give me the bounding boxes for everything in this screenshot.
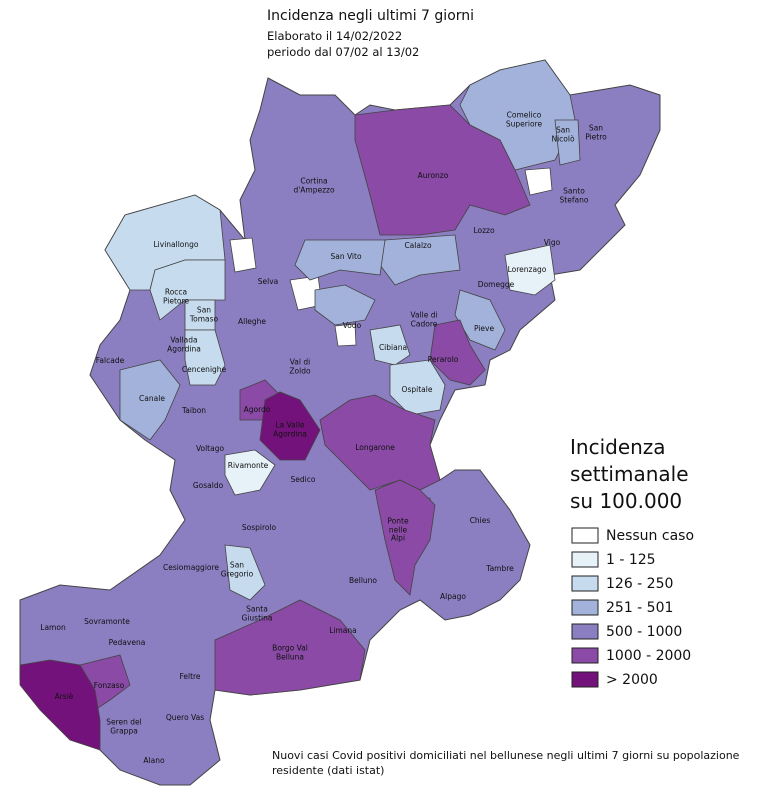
municipality-label: Rivamonte	[227, 460, 269, 470]
municipality-area	[354, 104, 531, 236]
municipality-area	[184, 329, 226, 386]
municipality-label: Voltago	[195, 443, 225, 453]
municipality-label: Cesiomaggiore	[162, 562, 220, 572]
municipality-label: Valle di Cadore	[410, 310, 438, 328]
period: periodo dal 07/02 al 13/02	[267, 45, 420, 59]
municipality-label: Gosaldo	[192, 480, 224, 490]
municipality-label: Sospirolo	[241, 522, 277, 532]
municipality-label: Vodo	[342, 320, 362, 330]
municipality-area	[119, 359, 181, 441]
legend-label: 1000 - 2000	[606, 648, 692, 664]
municipality-label: Santa Giustina	[241, 604, 273, 622]
municipality-label: Falcade	[95, 355, 125, 365]
municipality-label: Lamon	[40, 622, 66, 632]
municipality-label: Agordo	[243, 404, 271, 414]
municipality-label: Val di Zoldo	[289, 357, 311, 375]
municipality-label: Livinallongo	[153, 239, 199, 249]
municipality-label: Cibiana	[378, 342, 408, 352]
legend-swatch	[571, 647, 599, 664]
municipality-label: Quero Vas	[165, 712, 205, 722]
municipality-label: Alano	[143, 755, 165, 765]
municipality-area	[459, 59, 576, 171]
municipality-label: Tambre	[486, 563, 514, 573]
municipality-label: Arsiè	[54, 691, 74, 701]
municipality-label: Auronzo	[417, 170, 449, 180]
municipality-area	[369, 324, 411, 366]
municipality-area	[294, 239, 386, 281]
municipality-area	[504, 244, 556, 296]
municipality-area	[454, 289, 506, 351]
municipality-label: Canale	[139, 393, 165, 403]
municipality-label: Alpago	[440, 591, 466, 601]
title: Incidenza negli ultimi 7 giorni	[267, 8, 475, 24]
municipality-label: Borgo Val Belluna	[272, 643, 308, 661]
municipality-area	[224, 544, 266, 601]
municipality-label: Vigo	[543, 237, 561, 247]
legend-swatch	[571, 551, 599, 568]
municipality-label: San Gregorio	[220, 560, 254, 578]
municipality-label: Comelico Superiore	[505, 110, 543, 128]
no-case-area	[524, 167, 553, 196]
legend-label: 251 - 501	[606, 600, 674, 616]
legend-label: 126 - 250	[606, 576, 674, 592]
municipality-label: San Vito	[330, 251, 362, 261]
municipality-label: Chies	[469, 515, 491, 525]
municipality-label: Domegge	[477, 279, 515, 289]
municipality-label: Perarolo	[427, 354, 459, 364]
municipality-label: Pedavena	[108, 637, 146, 647]
legend-swatch	[571, 527, 599, 544]
legend-swatch	[571, 599, 599, 616]
date: Elaborato il 14/02/2022	[267, 29, 403, 43]
municipality-label: Pieve	[473, 323, 495, 333]
municipality-area	[554, 119, 581, 166]
legend-label: Nessun caso	[606, 528, 695, 544]
municipality-label: Limana	[329, 625, 357, 635]
municipality-area	[389, 359, 446, 416]
municipality-label: Ponte nelle Alpi	[387, 516, 409, 543]
municipality-area	[259, 391, 321, 461]
municipality-label: Fonzaso	[93, 680, 125, 690]
legend-label: 500 - 1000	[606, 624, 683, 640]
municipality-label: Selva	[257, 276, 279, 286]
legend-title: Incidenza settimanale su 100.000	[570, 435, 689, 513]
municipality-label: Sedico	[290, 474, 316, 484]
municipality-label: Taibon	[181, 405, 207, 415]
municipality-area	[429, 319, 486, 386]
municipality-label: Longarone	[355, 442, 395, 452]
no-case-area	[334, 323, 357, 347]
municipality-label: Cortina d'Ampezzo	[293, 176, 335, 194]
municipality-label: Lozzo	[473, 225, 495, 235]
municipality-label: San Pietro	[585, 123, 607, 141]
municipality-label: Calalzo	[404, 240, 432, 250]
municipality-label: La Valle Agordina	[273, 420, 307, 438]
municipality-label: Seren del Grappa	[106, 717, 142, 735]
municipality-area	[319, 394, 441, 491]
municipality-label: Santo Stefano	[559, 186, 589, 204]
municipality-area	[19, 659, 101, 751]
municipality-label: San Nicolò	[551, 125, 575, 143]
municipality-area	[374, 479, 436, 596]
municipality-label: Sovramonte	[84, 616, 130, 626]
note: Nuovi casi Covid positivi domiciliati ne…	[272, 749, 740, 777]
no-case-area	[229, 237, 257, 273]
municipality-label: Belluno	[348, 575, 378, 585]
municipality-area	[214, 599, 366, 696]
municipality-label: San Tomaso	[189, 305, 219, 323]
legend-swatch	[571, 671, 599, 688]
municipality-label: Feltre	[179, 671, 201, 681]
municipality-area	[224, 449, 276, 496]
legend-swatch	[571, 623, 599, 640]
municipality-label: Rocca Pietore	[162, 287, 190, 305]
municipality-label: Alleghe	[237, 316, 267, 326]
municipality-area	[314, 284, 376, 326]
municipality-label: Cencenighe	[181, 364, 227, 374]
municipality-label: Vallada Agordina	[167, 335, 201, 353]
legend-label: 1 - 125	[606, 552, 656, 568]
legend-label: > 2000	[606, 672, 658, 688]
legend-swatch	[571, 575, 599, 592]
municipality-label: Lorenzago	[507, 264, 547, 274]
municipality-label: Ospitale	[401, 384, 433, 394]
